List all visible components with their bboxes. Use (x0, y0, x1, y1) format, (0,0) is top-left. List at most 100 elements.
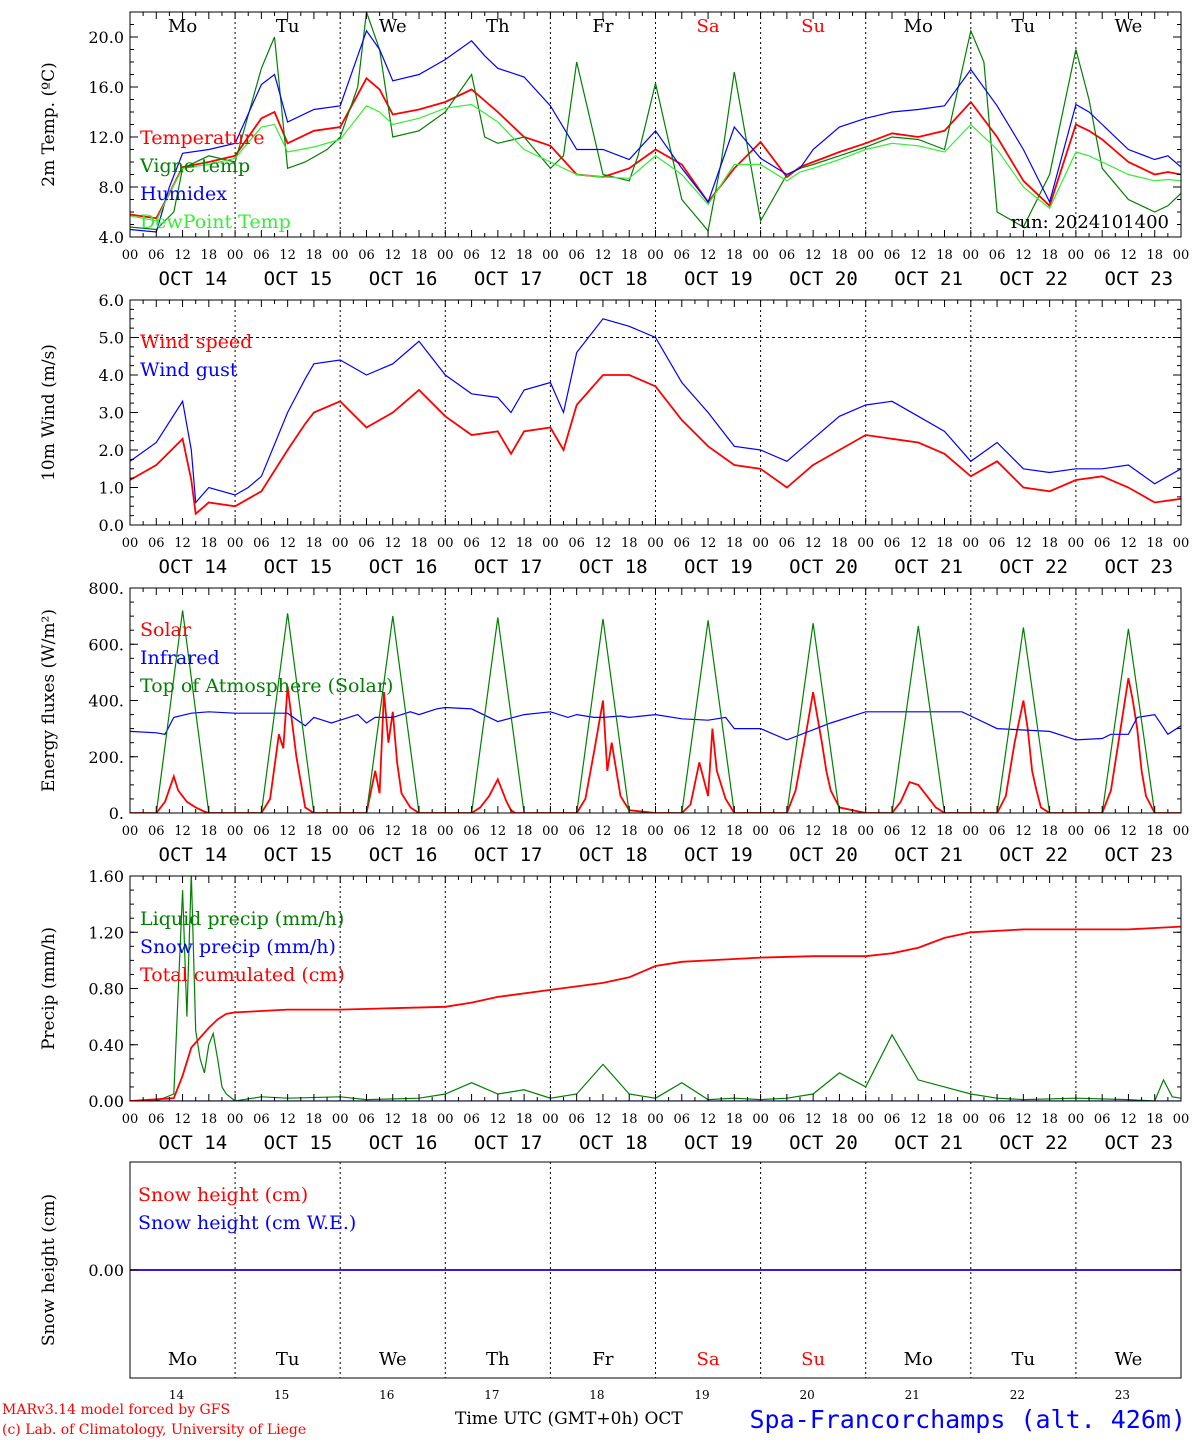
y-tick-label: 4.0 (99, 366, 124, 385)
day-number-label: 19 (694, 1388, 709, 1402)
x-tick-label: 18 (726, 536, 743, 551)
y-tick-label: 16.0 (88, 78, 124, 97)
y-axis-label: Snow height (cm) (39, 1194, 59, 1346)
x-tick-label: 12 (174, 248, 191, 263)
x-tick-label: 18 (201, 824, 218, 839)
x-tick-label: 18 (726, 248, 743, 263)
day-of-week-label: Th (486, 16, 510, 37)
footer: MARv3.14 model forced by GFS (c) Lab. of… (2, 1402, 1186, 1438)
x-tick-label: 18 (831, 824, 848, 839)
y-tick-label: 0.00 (88, 1261, 124, 1280)
y-tick-label: 12.0 (88, 128, 124, 147)
legend-entry: Total cumulated (cm) (140, 964, 345, 986)
day-of-week-label: Mo (904, 16, 933, 37)
x-tick-label: 06 (148, 248, 165, 263)
x-tick-label: 12 (490, 536, 507, 551)
x-tick-label: 06 (989, 536, 1006, 551)
day-number-label: 15 (274, 1388, 289, 1402)
x-tick-label: 00 (122, 536, 139, 551)
date-label: OCT 14 (159, 556, 228, 578)
date-label: OCT 23 (1104, 844, 1173, 866)
x-tick-label: 12 (490, 1112, 507, 1127)
x-tick-label: 00 (752, 1112, 769, 1127)
legend-entry: Snow height (cm W.E.) (138, 1212, 356, 1234)
y-tick-label: 400. (88, 692, 124, 711)
x-tick-label: 18 (306, 248, 323, 263)
x-tick-label: 12 (700, 536, 717, 551)
x-tick-label: 18 (306, 536, 323, 551)
date-label: OCT 23 (1104, 268, 1173, 290)
series-line-temperature (130, 76, 1181, 220)
x-tick-label: 18 (516, 1112, 533, 1127)
date-label: OCT 14 (159, 1132, 228, 1154)
series-line-total-cumulated-cm- (130, 925, 1181, 1101)
day-of-week-label: We (1115, 1349, 1143, 1370)
x-tick-label: 12 (490, 248, 507, 263)
x-tick-label: 06 (674, 824, 691, 839)
date-label: OCT 19 (684, 1132, 753, 1154)
day-of-week-label: Mo (168, 1349, 197, 1370)
date-label: OCT 21 (894, 556, 963, 578)
day-number-label: 22 (1010, 1388, 1025, 1402)
x-tick-label: 06 (148, 824, 165, 839)
x-tick-label: 06 (1094, 536, 1111, 551)
date-label: OCT 20 (789, 268, 858, 290)
x-tick-label: 06 (989, 248, 1006, 263)
day-of-week-label: Tu (276, 16, 300, 37)
y-tick-label: 0.0 (99, 516, 124, 535)
x-tick-label: 06 (568, 248, 585, 263)
series-line-top-of-atmosphere-solar- (130, 610, 1181, 813)
x-tick-label: 00 (963, 824, 980, 839)
x-tick-label: 18 (1146, 824, 1163, 839)
x-tick-label: 12 (279, 536, 296, 551)
x-tick-label: 06 (568, 1112, 585, 1127)
day-of-week-label: Sa (697, 16, 720, 37)
date-label: OCT 20 (789, 556, 858, 578)
legend-entry: Snow precip (mm/h) (140, 936, 336, 958)
day-of-week-label: Fr (592, 1349, 613, 1370)
x-tick-label: 00 (122, 1112, 139, 1127)
x-tick-label: 18 (411, 824, 428, 839)
date-label: OCT 16 (369, 1132, 438, 1154)
x-tick-label: 00 (752, 536, 769, 551)
y-tick-label: 20.0 (88, 28, 124, 47)
x-tick-label: 12 (384, 824, 401, 839)
x-tick-label: 00 (647, 248, 664, 263)
date-label: OCT 17 (474, 268, 543, 290)
x-tick-label: 12 (384, 1112, 401, 1127)
series-line-humidex (130, 29, 1181, 233)
x-tick-label: 00 (227, 1112, 244, 1127)
x-tick-label: 06 (253, 536, 270, 551)
y-tick-label: 0.40 (88, 1036, 124, 1055)
y-tick-label: 1.0 (99, 479, 124, 498)
x-tick-label: 12 (1015, 536, 1032, 551)
day-of-week-label: We (379, 16, 407, 37)
date-label: OCT 15 (264, 268, 333, 290)
x-tick-label: 00 (647, 1112, 664, 1127)
y-tick-label: 5.0 (99, 329, 124, 348)
x-tick-label: 00 (437, 824, 454, 839)
x-tick-label: 06 (358, 1112, 375, 1127)
x-tick-label: 18 (201, 536, 218, 551)
date-label: OCT 15 (264, 556, 333, 578)
x-tick-label: 12 (910, 1112, 927, 1127)
x-tick-label: 06 (884, 536, 901, 551)
x-tick-label: 12 (490, 824, 507, 839)
date-label: OCT 17 (474, 1132, 543, 1154)
x-tick-label: 12 (174, 824, 191, 839)
y-tick-label: 1.60 (88, 867, 124, 886)
date-label: OCT 22 (999, 1132, 1068, 1154)
date-label: OCT 14 (159, 268, 228, 290)
x-tick-label: 12 (910, 824, 927, 839)
x-tick-label: 18 (621, 824, 638, 839)
x-tick-label: 00 (332, 1112, 349, 1127)
x-tick-label: 00 (1173, 248, 1190, 263)
x-tick-label: 12 (910, 248, 927, 263)
model-credit: MARv3.14 model forced by GFS (2, 1402, 230, 1418)
x-tick-label: 00 (1068, 536, 1085, 551)
date-label: OCT 21 (894, 268, 963, 290)
y-tick-label: 0.80 (88, 980, 124, 999)
legend-entry: Snow height (cm) (138, 1184, 308, 1206)
x-tick-label: 18 (936, 824, 953, 839)
